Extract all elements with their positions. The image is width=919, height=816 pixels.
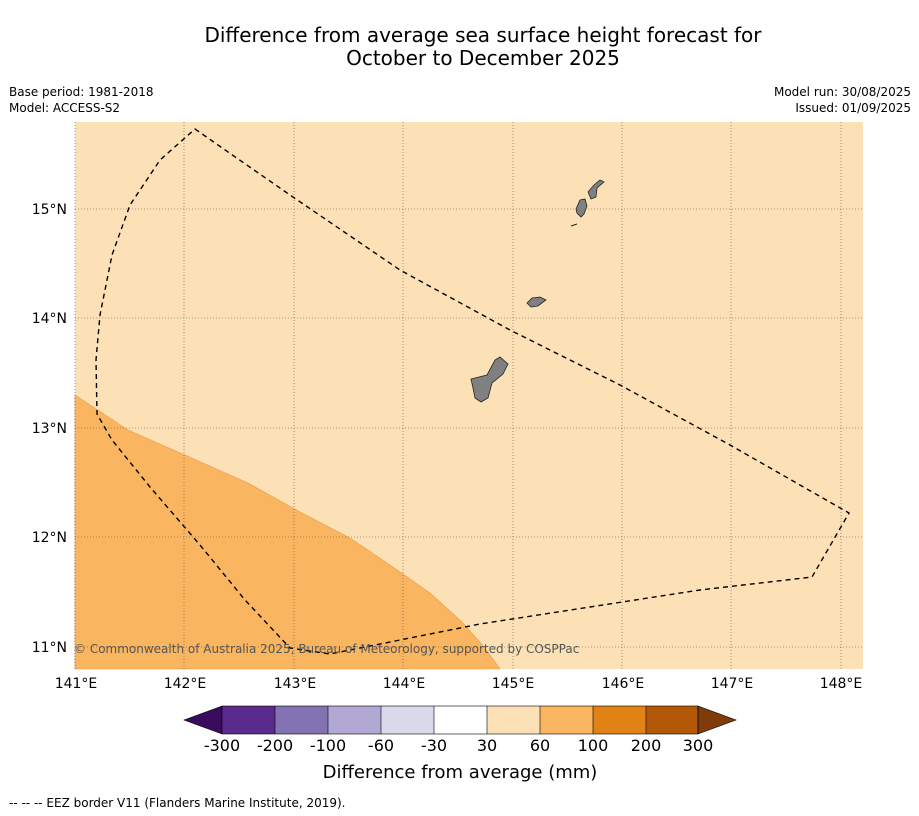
left-meta: Base period: 1981-2018 Model: ACCESS-S2 xyxy=(9,84,154,116)
aguijan-island xyxy=(570,223,578,227)
colorbar-label: -300 xyxy=(204,736,240,755)
rota-island xyxy=(526,296,547,308)
colorbar-swatch xyxy=(381,706,434,734)
model-run: Model run: 30/08/2025 xyxy=(773,85,911,99)
lon-label: 146°E xyxy=(602,676,645,692)
colorbar: -300 -200 -100 -60 -30 30 60 100 200 300… xyxy=(183,705,737,783)
colorbar-label: 100 xyxy=(578,736,609,755)
lon-label: 143°E xyxy=(274,676,317,692)
copyright-text: © Commonwealth of Australia 2025, Bureau… xyxy=(74,642,579,656)
colorbar-title: Difference from average (mm) xyxy=(323,762,598,783)
colorbar-label: 30 xyxy=(477,736,497,755)
colorbar-swatch xyxy=(328,706,381,734)
colorbar-swatch xyxy=(275,706,328,734)
chart-title-line2: October to December 2025 xyxy=(346,46,620,70)
eez-border xyxy=(95,128,850,655)
colorbar-label: -60 xyxy=(368,736,394,755)
guam-island xyxy=(470,356,509,403)
band-60-100-area xyxy=(74,394,501,670)
tinian-island xyxy=(575,198,588,218)
lat-label: 13°N xyxy=(32,421,67,437)
issued-date: Issued: 01/09/2025 xyxy=(795,101,911,115)
colorbar-label: -200 xyxy=(257,736,293,755)
saipan-island xyxy=(587,179,605,200)
colorbar-label: -100 xyxy=(310,736,346,755)
colorbar-extend-low xyxy=(183,705,223,735)
footer-note: -- -- -- EEZ border V11 (Flanders Marine… xyxy=(9,796,346,810)
lon-label: 142°E xyxy=(164,676,207,692)
model-name: Model: ACCESS-S2 xyxy=(9,101,121,115)
colorbar-swatch xyxy=(646,706,698,734)
colorbar-label: -30 xyxy=(421,736,447,755)
colorbar-swatch xyxy=(434,706,487,734)
lon-label: 147°E xyxy=(711,676,754,692)
lat-label: 11°N xyxy=(32,640,67,656)
grid xyxy=(74,122,863,669)
colorbar-swatch xyxy=(487,706,540,734)
lat-label: 14°N xyxy=(32,311,67,327)
base-period: Base period: 1981-2018 xyxy=(9,85,154,99)
lon-label: 148°E xyxy=(820,676,863,692)
colorbar-label: 300 xyxy=(683,736,714,755)
lon-label: 144°E xyxy=(383,676,426,692)
lat-label: 12°N xyxy=(32,530,67,546)
chart-title-line1: Difference from average sea surface heig… xyxy=(204,23,762,47)
lat-label: 15°N xyxy=(32,202,67,218)
colorbar-label: 200 xyxy=(631,736,662,755)
colorbar-swatch xyxy=(222,706,275,734)
right-meta: Model run: 30/08/2025 Issued: 01/09/2025 xyxy=(774,84,911,116)
colorbar-swatch xyxy=(593,706,646,734)
map-figure: © Commonwealth of Australia 2025, Bureau… xyxy=(32,122,863,783)
lon-label: 141°E xyxy=(55,676,98,692)
colorbar-label: 60 xyxy=(530,736,550,755)
lon-label: 145°E xyxy=(492,676,535,692)
colorbar-swatch xyxy=(540,706,593,734)
colorbar-extend-high xyxy=(697,705,737,735)
